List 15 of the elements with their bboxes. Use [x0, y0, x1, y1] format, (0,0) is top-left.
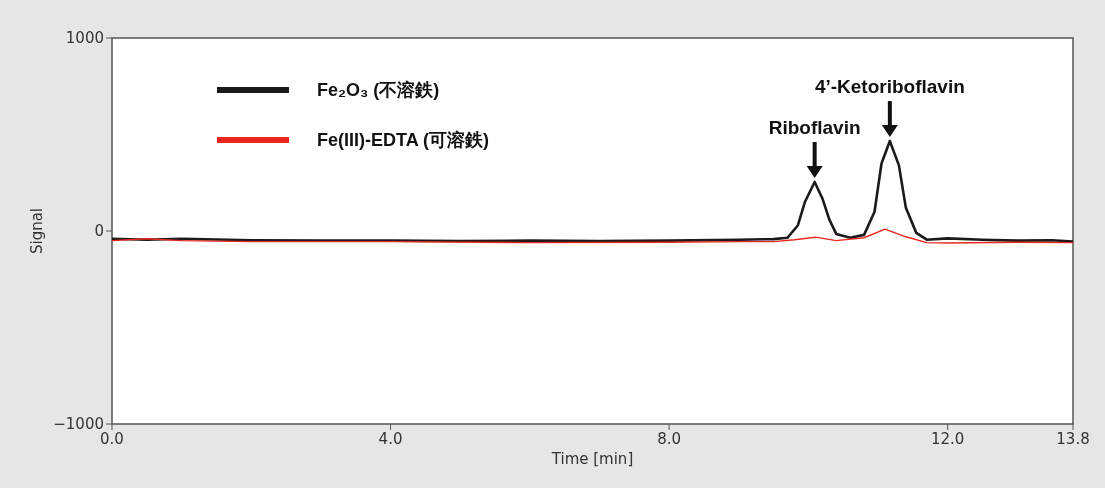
line-series	[112, 228, 1073, 244]
annotation: Riboflavin	[768, 116, 861, 138]
x-tick-label: 0.0	[100, 430, 124, 448]
x-axis-title: Time [min]	[550, 450, 634, 468]
annotation: 4’-Ketoriboflavin	[814, 76, 965, 98]
legend-label: Fe(III)-EDTA (可溶鉄)	[317, 130, 489, 150]
x-tick-label: 13.8	[1056, 430, 1090, 448]
legend-label: Fe₂O₃ (不溶鉄)	[317, 80, 440, 100]
y-axis-title: Signal	[28, 207, 46, 255]
y-tick-label: 1000	[65, 29, 104, 47]
y-tick-label: 0	[94, 222, 104, 240]
x-tick-label: 8.0	[657, 430, 682, 448]
x-tick-label: 4.0	[378, 430, 403, 448]
y-tick-label: −1000	[53, 415, 104, 433]
x-tick-label: 12.0	[930, 430, 965, 448]
